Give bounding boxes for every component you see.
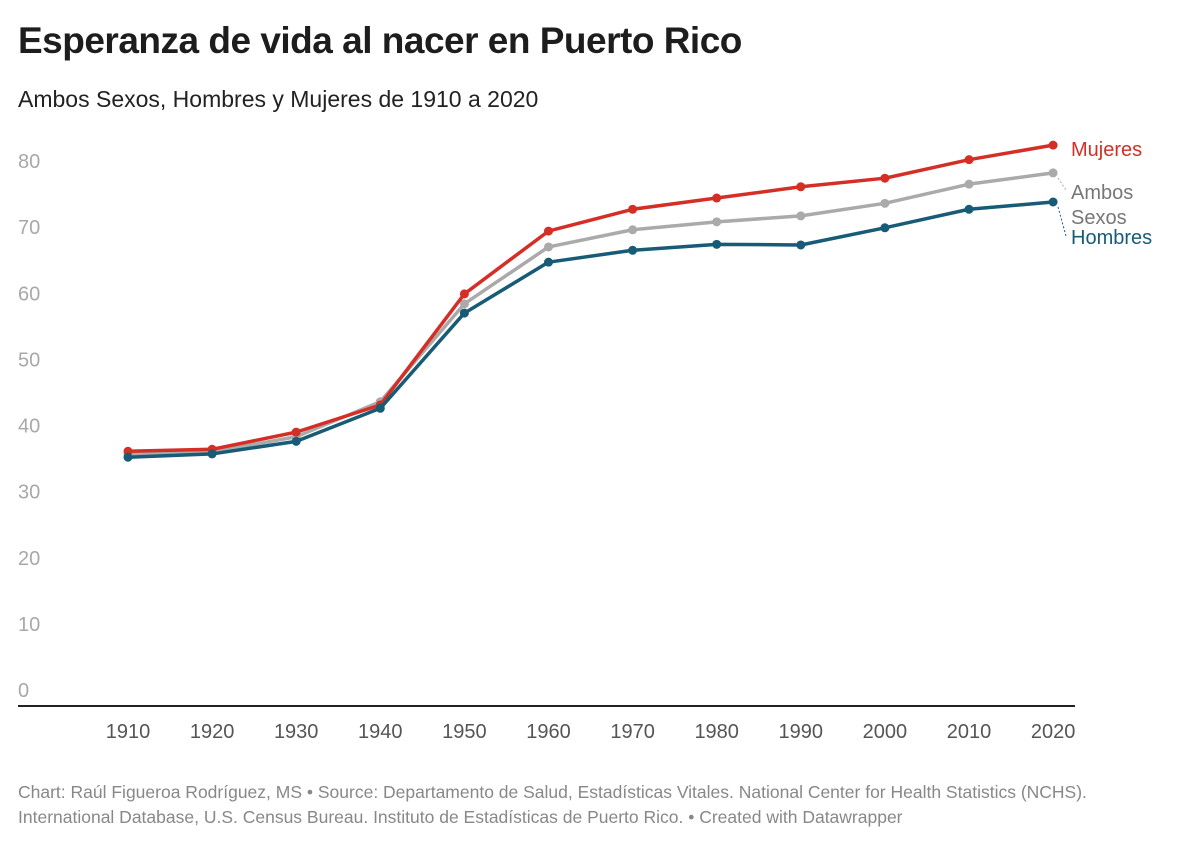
- data-point: [544, 257, 553, 267]
- series-label-ambos: Ambos: [1071, 182, 1133, 204]
- data-point: [459, 299, 469, 309]
- x-tick-label: 2000: [863, 721, 908, 743]
- chart-subtitle: Ambos Sexos, Hombres y Mujeres de 1910 a…: [18, 86, 539, 112]
- series-line: [127, 200, 1054, 459]
- data-point: [628, 204, 638, 214]
- data-point: [964, 204, 974, 214]
- label-connector: [1057, 206, 1067, 237]
- x-tick-label: 2020: [1031, 721, 1076, 743]
- y-tick-label: 50: [18, 349, 40, 371]
- x-tick-label: 1920: [190, 721, 235, 743]
- x-tick-label: 2010: [947, 721, 992, 743]
- data-point: [712, 193, 722, 203]
- series-hombres: [123, 197, 1058, 462]
- data-point: [544, 226, 553, 236]
- data-point: [964, 155, 974, 165]
- x-tick-label: 1950: [442, 721, 487, 743]
- x-tick-label: 1980: [694, 721, 739, 743]
- chart-title: Esperanza de vida al nacer en Puerto Ric…: [18, 20, 742, 61]
- y-tick-label: 20: [18, 548, 40, 570]
- data-point: [880, 173, 890, 183]
- series-mujeres: [123, 140, 1058, 456]
- x-tick-label: 1970: [610, 721, 655, 743]
- data-point: [712, 239, 722, 249]
- data-point: [1048, 168, 1058, 178]
- data-point: [1048, 197, 1058, 207]
- data-point: [964, 179, 974, 189]
- x-tick-label: 1930: [274, 721, 319, 743]
- y-tick-label: 70: [18, 217, 40, 239]
- data-point: [375, 403, 385, 413]
- series-label-mujeres: Mujeres: [1071, 139, 1142, 161]
- data-point: [628, 245, 638, 255]
- label-connector: [1057, 177, 1067, 191]
- data-point: [796, 182, 806, 192]
- y-tick-label: 10: [18, 614, 40, 636]
- y-tick-label: 30: [18, 482, 40, 504]
- data-point: [796, 240, 806, 250]
- data-point: [880, 198, 890, 208]
- series-line: [127, 143, 1054, 454]
- x-tick-label: 1940: [358, 721, 403, 743]
- data-point: [123, 452, 133, 462]
- series-line: [127, 171, 1054, 456]
- y-tick-label: 0: [18, 680, 29, 702]
- y-tick-label: 40: [18, 416, 40, 438]
- y-tick-label: 60: [18, 283, 40, 305]
- chart-footer: Chart: Raúl Figueroa Rodríguez, MS • Sou…: [18, 782, 1087, 827]
- series-ambos-sexos: [123, 168, 1058, 459]
- data-point: [291, 436, 301, 446]
- data-point: [880, 223, 890, 233]
- data-point: [459, 308, 469, 318]
- data-point: [207, 449, 217, 459]
- y-tick-label: 80: [18, 151, 40, 173]
- x-tick-label: 1960: [526, 721, 571, 743]
- data-point: [796, 211, 806, 221]
- data-point: [1048, 140, 1058, 150]
- data-point: [628, 225, 638, 235]
- data-point: [544, 242, 553, 252]
- x-tick-label: 1910: [106, 721, 151, 743]
- x-tick-label: 1990: [779, 721, 824, 743]
- series-label-hombres: Hombres: [1071, 227, 1152, 249]
- data-point: [712, 217, 722, 227]
- series-label-sexos: Sexos: [1071, 207, 1127, 229]
- data-point: [291, 427, 301, 437]
- line-chart: 0 10 20 30 40 50 60 70 80 1910 1920 1930 1940 1950 196…: [18, 139, 1152, 743]
- data-point: [459, 289, 469, 299]
